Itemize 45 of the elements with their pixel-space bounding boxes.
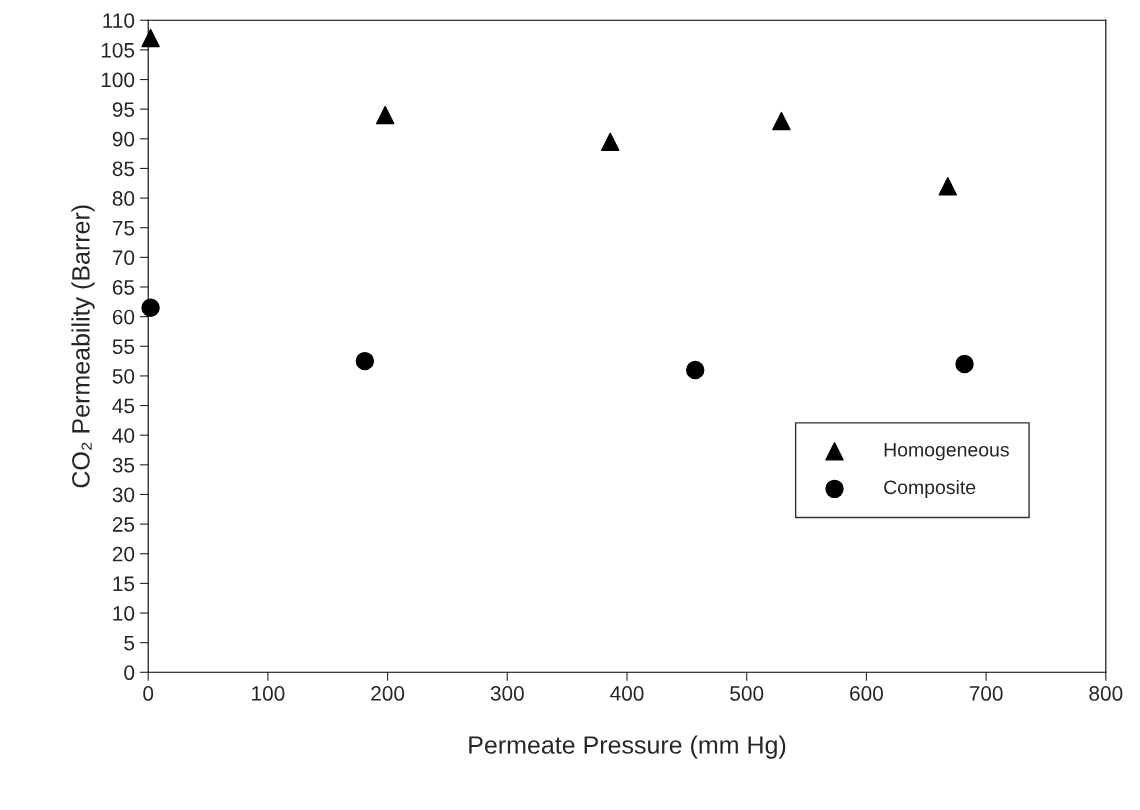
y-tick-label: 20: [112, 546, 135, 562]
x-tick-label: 300: [490, 686, 524, 701]
x-tick-label: 700: [969, 686, 1003, 701]
y-tick-label: 65: [112, 280, 135, 295]
y-axis-title: CO₂ Permeability (Barrer): [71, 205, 95, 488]
y-tick-label: 110: [103, 13, 135, 28]
x-tick-label: 500: [730, 686, 764, 701]
y-tick-label: 105: [101, 42, 135, 58]
y-tick-label: 50: [112, 368, 135, 384]
y-tick-label: 100: [101, 72, 135, 88]
y-tick-label: 25: [112, 517, 135, 532]
y-tick-label: 90: [112, 131, 135, 147]
point: [938, 177, 957, 196]
y-tick-label: 45: [112, 398, 135, 414]
x-axis-title: Permeate Pressure (mm Hg): [469, 735, 786, 759]
y-tick-label: 30: [112, 487, 135, 503]
point: [355, 351, 375, 371]
y-tick-label: 80: [112, 191, 135, 206]
y-tick-label: 85: [112, 161, 135, 177]
point: [376, 105, 395, 125]
y-tick-label: 95: [112, 102, 135, 117]
y-tick-label: 40: [112, 428, 135, 443]
y-tick-label: 35: [112, 457, 135, 473]
legend-label: Homogeneous: [884, 443, 1009, 461]
x-tick-label: 0: [143, 686, 154, 701]
x-tick-label: 400: [610, 686, 644, 701]
y-tick-label: 55: [112, 339, 135, 355]
y-tick-label: 75: [112, 220, 135, 236]
point: [141, 28, 160, 48]
y-tick-label: 0: [124, 665, 135, 681]
point: [601, 132, 620, 151]
x-tick-label: 600: [850, 686, 883, 701]
y-tick-label: 70: [112, 250, 135, 266]
y-tick-label: 60: [112, 309, 135, 325]
y-tick-label: 5: [124, 635, 135, 651]
point: [686, 360, 705, 380]
point: [772, 111, 791, 131]
x-tick-label: 100: [252, 686, 285, 701]
legend-label: Composite: [884, 479, 976, 499]
x-tick-label: 800: [1089, 686, 1123, 701]
y-tick-label: 10: [113, 606, 135, 621]
y-tick-label: 15: [113, 576, 135, 592]
point: [955, 354, 974, 374]
x-tick-label: 200: [371, 686, 405, 701]
point: [141, 298, 160, 317]
